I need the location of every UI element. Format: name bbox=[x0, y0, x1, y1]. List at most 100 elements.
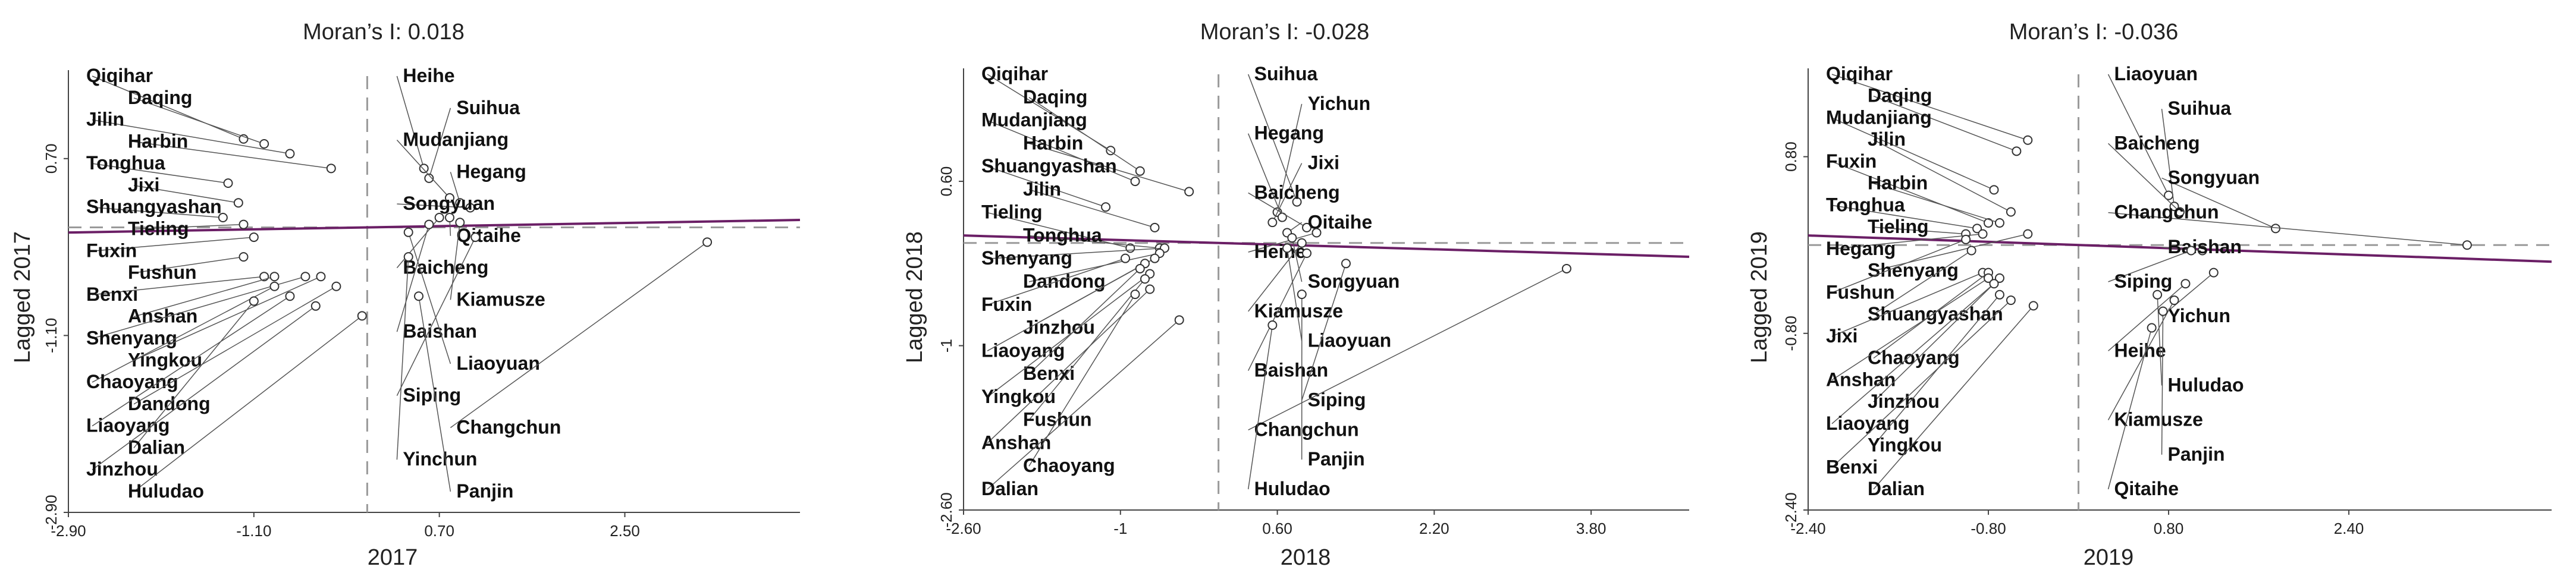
point-label: Yinchun bbox=[403, 448, 477, 470]
label-leader-line bbox=[418, 296, 451, 492]
label-leader-line bbox=[92, 119, 290, 155]
point-label: Huludao bbox=[128, 480, 204, 502]
label-leader-line bbox=[2107, 74, 2169, 196]
label-leader-line bbox=[396, 224, 430, 332]
label-leader-line bbox=[428, 108, 451, 179]
data-point bbox=[1994, 218, 2004, 228]
label-leader-line bbox=[2108, 283, 2186, 351]
label-leader-line bbox=[1291, 237, 1303, 282]
point-label: Liaoyang bbox=[981, 339, 1065, 361]
data-point bbox=[1989, 279, 1999, 289]
data-point bbox=[331, 281, 341, 291]
point-label: Songyuan bbox=[1308, 270, 1400, 292]
point-label: Fuxin bbox=[981, 294, 1032, 315]
point-label: Siping bbox=[2114, 270, 2173, 292]
label-leader-line bbox=[1247, 133, 1283, 218]
point-label: Suihua bbox=[456, 97, 520, 118]
point-label: Benxi bbox=[1023, 363, 1075, 384]
data-point bbox=[2006, 295, 2016, 306]
panel-2017-plot: -2.90 -1.10 0.70 2.50-2.90-1.100.70QiqiharD… bbox=[42, 65, 801, 540]
data-point bbox=[2023, 229, 2033, 239]
data-point bbox=[1135, 166, 1145, 176]
point-label: Tonghua bbox=[1826, 194, 1905, 215]
data-point bbox=[2158, 306, 2168, 316]
x-tick-label: 3.80 bbox=[1576, 520, 1607, 537]
x-tick-label: -2.40 bbox=[1790, 520, 1825, 537]
point-label: Shuangyashan bbox=[86, 196, 222, 218]
label-leader-line bbox=[1247, 253, 1307, 371]
point-label: Hegang bbox=[1826, 238, 1896, 259]
point-label: Changchun bbox=[2114, 202, 2219, 223]
data-point bbox=[1966, 245, 1976, 256]
point-label: Qitaihe bbox=[456, 225, 520, 246]
label-leader-line bbox=[1831, 117, 1994, 191]
panel-2019: Moran’s I: -0.036 2019 Lagged 2019 -2.40… bbox=[1747, 20, 2552, 570]
point-label: Jixi bbox=[128, 174, 159, 196]
label-leader-line bbox=[2161, 311, 2164, 455]
data-point bbox=[223, 178, 233, 188]
label-leader-line bbox=[987, 263, 1146, 351]
point-label: Changchun bbox=[456, 416, 561, 437]
panel-2018-title: Moran’s I: -0.028 bbox=[1200, 20, 1369, 45]
point-label: Liaoyuan bbox=[456, 352, 539, 374]
data-point bbox=[1561, 263, 1571, 273]
y-tick-label: 0.60 bbox=[937, 166, 955, 197]
x-tick-label: -0.80 bbox=[1971, 520, 2006, 537]
regression-line bbox=[68, 219, 801, 234]
data-point bbox=[2023, 135, 2033, 145]
label-leader-line bbox=[1028, 253, 1160, 282]
data-point bbox=[1267, 218, 1278, 228]
data-point bbox=[1135, 263, 1145, 273]
point-label: Heihe bbox=[2114, 339, 2166, 361]
point-label: Jilin bbox=[86, 109, 124, 130]
label-leader-line bbox=[133, 276, 275, 317]
label-leader-line bbox=[92, 163, 228, 184]
data-point bbox=[1174, 315, 1184, 325]
point-label: Daqing bbox=[1023, 86, 1087, 108]
point-label: Harbin bbox=[128, 130, 188, 152]
point-label: Baishan bbox=[2168, 236, 2242, 257]
data-point bbox=[1989, 185, 1999, 195]
label-leader-line bbox=[2157, 294, 2163, 386]
panel-2017: Moran’s I: 0.018 2017 Lagged 2017 -2.90-… bbox=[10, 20, 801, 570]
data-point bbox=[269, 272, 280, 282]
point-label: Panjin bbox=[456, 480, 513, 502]
point-label: Liaoyang bbox=[1826, 413, 1909, 434]
data-point bbox=[434, 213, 444, 222]
point-label: Yingkou bbox=[981, 386, 1056, 407]
x-tick-label: -1 bbox=[1113, 520, 1127, 537]
data-point bbox=[1150, 222, 1160, 232]
panel-2018-plot: -2.60 -1 0.60 2.20 3.80 -2.60 -1 0.60 QiqiharDaq… bbox=[937, 63, 1690, 537]
y-tick-label: -0.80 bbox=[1782, 316, 1800, 351]
data-point bbox=[1302, 222, 1312, 232]
point-label: Qiqihar bbox=[86, 65, 153, 86]
panel-2019-y-axis-title: Lagged 2019 bbox=[1747, 231, 1772, 363]
label-leader-line bbox=[1831, 233, 1983, 250]
point-label: Tonghua bbox=[86, 152, 165, 174]
point-label: Jixi bbox=[1308, 152, 1339, 174]
panel-2017-x-axis-title: 2017 bbox=[368, 545, 418, 570]
data-point bbox=[2028, 301, 2038, 311]
y-tick-label: -2.60 bbox=[937, 492, 955, 527]
x-tick-label: 2.50 bbox=[610, 522, 640, 540]
point-label: Jilin bbox=[1868, 128, 1906, 150]
data-point bbox=[300, 272, 310, 282]
label-leader-line bbox=[1873, 139, 2012, 213]
point-label: Fushun bbox=[1826, 281, 1895, 303]
data-point bbox=[414, 291, 424, 301]
label-leader-line bbox=[1831, 283, 1994, 424]
label-leader-line bbox=[133, 185, 239, 203]
panel-2019-x-axis-title: 2019 bbox=[2084, 545, 2134, 570]
point-label: Mudanjiang bbox=[1826, 106, 1932, 128]
data-point bbox=[419, 163, 429, 174]
point-label: Dalian bbox=[981, 478, 1038, 499]
data-point bbox=[310, 301, 321, 311]
point-label: Harbin bbox=[1868, 172, 1928, 194]
label-leader-line bbox=[2161, 272, 2214, 317]
point-label: Huludao bbox=[2168, 374, 2244, 396]
data-point bbox=[1150, 253, 1160, 263]
data-point bbox=[1145, 284, 1155, 294]
label-leader-line bbox=[92, 75, 244, 140]
point-label: Tieling bbox=[128, 218, 189, 240]
label-leader-line bbox=[450, 241, 708, 429]
